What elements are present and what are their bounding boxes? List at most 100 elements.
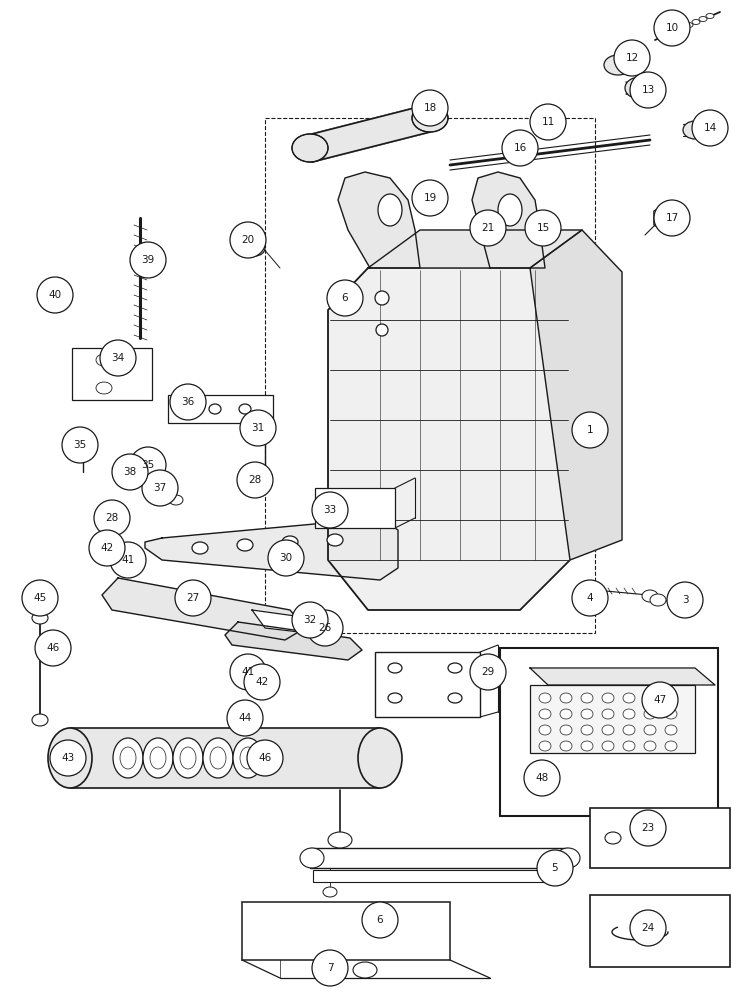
Ellipse shape <box>179 404 191 414</box>
Text: 40: 40 <box>48 290 61 300</box>
Ellipse shape <box>539 741 551 751</box>
Ellipse shape <box>239 404 251 414</box>
Text: 30: 30 <box>280 553 293 563</box>
Ellipse shape <box>134 478 146 486</box>
Text: 42: 42 <box>255 677 269 687</box>
Ellipse shape <box>581 709 593 719</box>
Ellipse shape <box>328 832 352 848</box>
Circle shape <box>227 700 263 736</box>
Polygon shape <box>472 172 545 268</box>
Circle shape <box>307 610 343 646</box>
Circle shape <box>237 462 273 498</box>
Circle shape <box>630 810 666 846</box>
Ellipse shape <box>203 738 233 778</box>
Circle shape <box>170 384 206 420</box>
Circle shape <box>470 210 506 246</box>
Text: 36: 36 <box>182 397 195 407</box>
Ellipse shape <box>256 421 274 435</box>
Ellipse shape <box>528 773 542 783</box>
Ellipse shape <box>665 741 677 751</box>
Ellipse shape <box>498 194 522 226</box>
Ellipse shape <box>560 725 572 735</box>
Ellipse shape <box>539 725 551 735</box>
Text: 32: 32 <box>303 615 317 625</box>
Ellipse shape <box>49 645 61 655</box>
Text: 18: 18 <box>423 103 436 113</box>
Ellipse shape <box>531 218 559 238</box>
Circle shape <box>654 200 690 236</box>
Ellipse shape <box>237 539 253 551</box>
Circle shape <box>244 664 280 700</box>
Ellipse shape <box>96 354 112 366</box>
Polygon shape <box>530 230 622 560</box>
Text: 29: 29 <box>482 667 495 677</box>
Ellipse shape <box>448 663 462 673</box>
Ellipse shape <box>353 962 377 978</box>
Circle shape <box>94 500 130 536</box>
Circle shape <box>524 760 560 796</box>
Ellipse shape <box>602 693 614 703</box>
Polygon shape <box>225 622 362 660</box>
Text: 7: 7 <box>326 963 333 973</box>
Circle shape <box>572 412 608 448</box>
Text: 23: 23 <box>641 823 654 833</box>
Ellipse shape <box>625 77 655 99</box>
Polygon shape <box>328 268 570 610</box>
Polygon shape <box>102 578 305 640</box>
Text: 13: 13 <box>641 85 654 95</box>
Circle shape <box>247 740 283 776</box>
Text: 11: 11 <box>542 117 555 127</box>
Text: 37: 37 <box>154 483 167 493</box>
Ellipse shape <box>388 663 402 673</box>
Circle shape <box>89 530 125 566</box>
Text: 48: 48 <box>535 773 548 783</box>
Circle shape <box>110 542 146 578</box>
Circle shape <box>412 90 448 126</box>
Circle shape <box>667 582 703 618</box>
Ellipse shape <box>139 455 157 469</box>
Circle shape <box>292 602 328 638</box>
Circle shape <box>537 850 573 886</box>
Circle shape <box>37 277 73 313</box>
Polygon shape <box>145 518 398 580</box>
Text: 46: 46 <box>46 643 59 653</box>
Circle shape <box>312 950 348 986</box>
Circle shape <box>50 740 86 776</box>
Ellipse shape <box>74 438 92 452</box>
Text: 16: 16 <box>513 143 526 153</box>
Ellipse shape <box>209 404 221 414</box>
Ellipse shape <box>560 741 572 751</box>
Ellipse shape <box>375 291 389 305</box>
Ellipse shape <box>602 725 614 735</box>
Circle shape <box>175 580 211 616</box>
Text: 14: 14 <box>703 123 717 133</box>
Ellipse shape <box>602 709 614 719</box>
Text: 44: 44 <box>239 713 252 723</box>
Text: 6: 6 <box>377 915 384 925</box>
Text: 47: 47 <box>654 695 667 705</box>
Text: 35: 35 <box>73 440 86 450</box>
Circle shape <box>525 210 561 246</box>
Circle shape <box>530 104 566 140</box>
Ellipse shape <box>560 693 572 703</box>
Text: 3: 3 <box>681 595 688 605</box>
Ellipse shape <box>602 741 614 751</box>
Bar <box>500 648 718 816</box>
Ellipse shape <box>685 22 693 27</box>
Ellipse shape <box>623 725 635 735</box>
Ellipse shape <box>664 31 672 36</box>
Text: 34: 34 <box>111 353 124 363</box>
Circle shape <box>22 580 58 616</box>
Ellipse shape <box>692 19 700 24</box>
Text: 20: 20 <box>242 235 255 245</box>
Text: 43: 43 <box>61 753 75 763</box>
Text: 41: 41 <box>242 667 255 677</box>
Text: 4: 4 <box>586 593 594 603</box>
Ellipse shape <box>671 28 679 33</box>
Bar <box>590 895 730 967</box>
Ellipse shape <box>699 16 707 21</box>
Ellipse shape <box>192 542 208 554</box>
Polygon shape <box>368 230 582 268</box>
Circle shape <box>130 447 166 483</box>
Text: 42: 42 <box>100 543 113 553</box>
